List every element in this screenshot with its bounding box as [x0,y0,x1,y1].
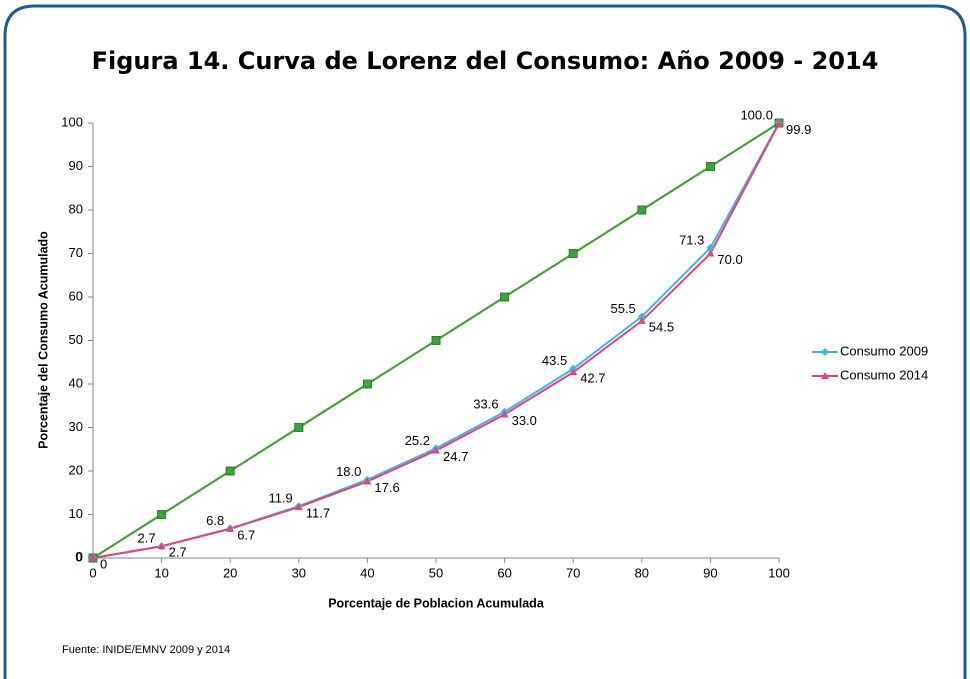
marker [821,348,829,356]
source: Fuente: INIDE/EMNV 2009 y 2014 [62,644,230,656]
marker [775,119,783,127]
chart-title: Figura 14. Curva de Lorenz del Consumo: … [92,47,879,75]
x-tick-label: 0 [89,565,96,580]
x-tick-label: 20 [223,565,237,580]
x-tick-label: 30 [292,565,306,580]
data-label: 6.7 [237,527,255,542]
x-tick-label: 50 [429,565,443,580]
data-label: 2.7 [169,545,187,560]
y-tick-label: 30 [69,419,83,434]
data-label: 24.7 [443,449,468,464]
marker [157,510,167,519]
y-tick-label: 40 [69,375,83,390]
marker [500,292,510,302]
data-label: 70.0 [717,252,742,267]
data-label: 71.3 [679,232,704,247]
x-tick-label: 70 [566,565,580,580]
y-tick-label: 0 [75,549,83,565]
y-tick-label: 100 [61,114,83,129]
marker [225,466,235,476]
marker [637,205,647,215]
data-label: 54.5 [649,319,674,334]
marker [226,524,235,532]
x-axis-label: Porcentaje de Poblacion Acumulada [328,596,545,610]
marker [432,446,440,454]
marker [637,312,646,321]
data-label: 11.7 [306,506,330,521]
marker [362,379,372,389]
marker [637,316,646,324]
marker [500,410,509,418]
x-tick-label: 100 [768,565,790,580]
y-tick-label: 90 [69,158,83,173]
x-tick-label: 80 [635,565,649,580]
legend-label: Consumo 2009 [840,343,928,358]
x-tick-label: 40 [360,565,374,580]
marker [706,162,715,171]
y-tick-label: 70 [69,245,83,260]
data-label: 6.8 [206,513,224,528]
legend-label: Consumo 2014 [840,367,928,382]
frame [3,4,967,679]
y-tick-label: 10 [69,506,83,521]
data-label: 0 [100,556,107,571]
marker [157,542,166,550]
marker [363,477,372,485]
y-tick-label: 60 [69,288,83,303]
marker [294,423,304,432]
marker [294,503,303,511]
data-label: 33.6 [473,396,498,411]
marker [89,554,97,561]
y-tick-label: 20 [69,462,83,477]
marker [821,372,829,379]
marker [569,368,578,376]
data-label: 18.0 [336,464,361,479]
marker [431,336,441,345]
y-tick-label: 50 [69,332,83,347]
data-label: 42.7 [580,371,605,386]
data-label: 100.0 [740,107,773,122]
y-tick-label: 80 [69,201,83,216]
marker [706,249,715,257]
y-axis-label: Porcentaje del Consumo Acumulado [36,231,50,449]
marker [706,243,715,252]
data-label: 17.6 [374,480,399,495]
data-label: 43.5 [542,353,567,368]
x-tick-label: 90 [703,565,717,580]
x-tick-label: 60 [497,565,511,580]
data-label: 2.7 [138,531,156,546]
marker [568,249,578,258]
data-label: 99.9 [786,122,811,137]
data-label: 25.2 [405,433,430,448]
data-label: 55.5 [610,301,635,316]
data-label: 33.0 [512,413,537,428]
x-tick-label: 10 [154,565,168,580]
data-label: 11.9 [268,491,292,506]
